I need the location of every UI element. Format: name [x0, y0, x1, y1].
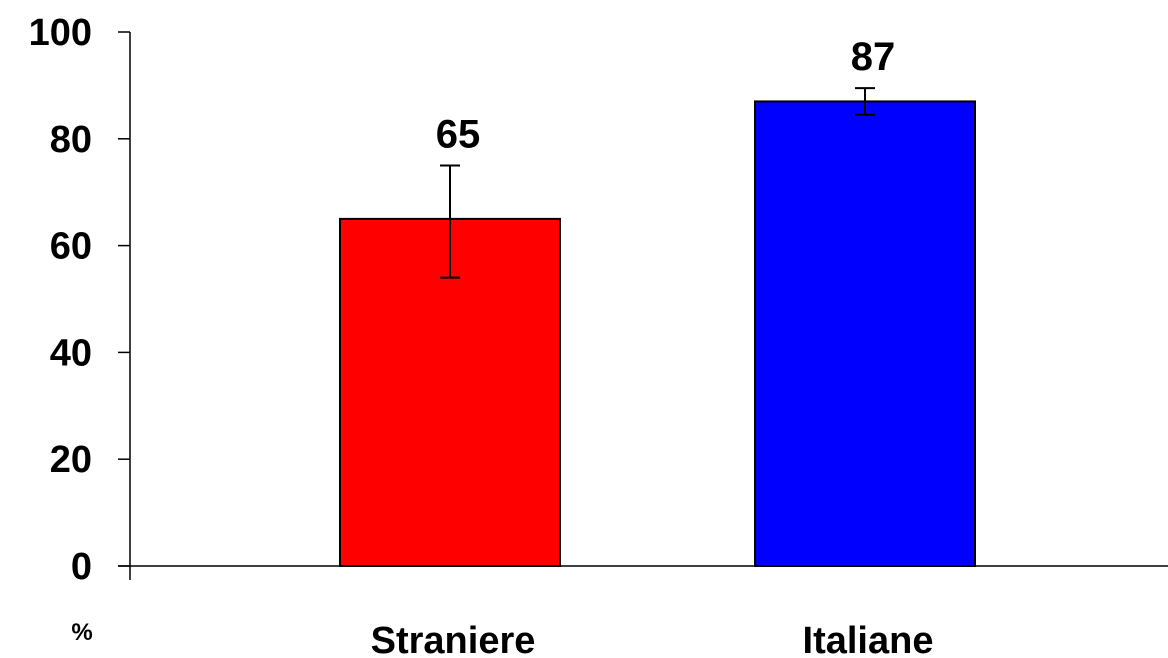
- y-axis: 0 20 40 60 80 100: [29, 12, 131, 588]
- data-labels: 65 87: [436, 35, 896, 156]
- y-tick-label: 0: [71, 546, 92, 588]
- y-tick-label: 100: [29, 12, 92, 54]
- x-axis: Straniere Italiane: [118, 565, 1168, 658]
- bar-italiane: [754, 100, 976, 567]
- x-category-label: Italiane: [803, 620, 934, 658]
- y-tick-label: 40: [50, 332, 92, 374]
- y-tick-label: 60: [50, 226, 92, 268]
- data-label: 87: [851, 35, 896, 79]
- data-label: 65: [436, 113, 481, 157]
- y-unit-label: %: [71, 619, 92, 646]
- y-tick-label: 80: [50, 119, 92, 161]
- x-category-label: Straniere: [371, 620, 536, 658]
- bars: [339, 87, 976, 567]
- y-tick-label: 20: [50, 439, 92, 481]
